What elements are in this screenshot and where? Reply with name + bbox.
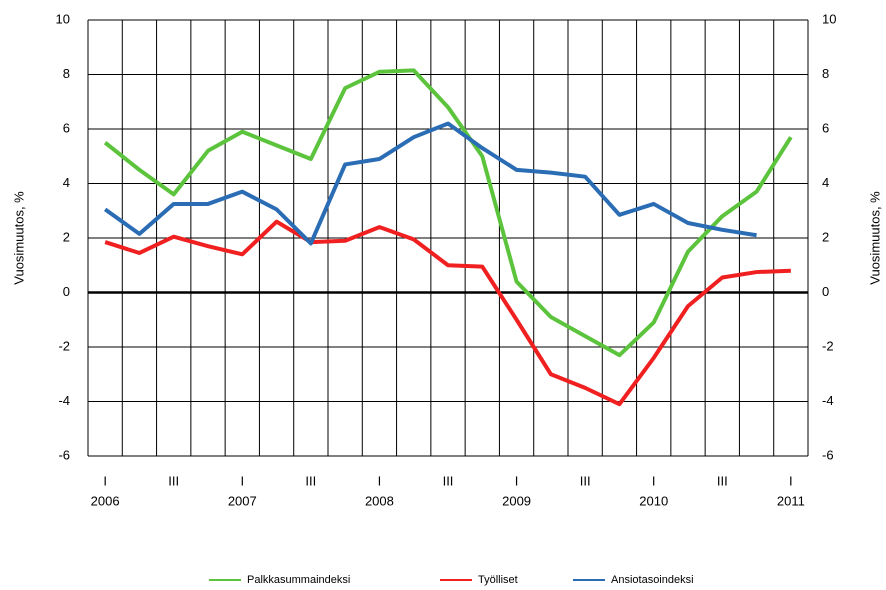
x-tick-label: I [652, 473, 656, 488]
legend-label: Työlliset [478, 574, 518, 586]
legend-label: Ansiotasoindeksi [611, 574, 694, 586]
y-tick-label: 8 [63, 66, 70, 81]
x-tick-label: I [515, 473, 519, 488]
y-tick-label: -6 [58, 447, 70, 462]
x-tick-label: I [103, 473, 107, 488]
x-tick-label: III [305, 473, 316, 488]
y2-tick-label: 2 [822, 229, 829, 244]
x-tick-label: I [240, 473, 244, 488]
y-tick-label: 2 [63, 229, 70, 244]
x-tick-label: III [443, 473, 454, 488]
y2-tick-label: 0 [822, 284, 829, 299]
y2-tick-label: -6 [822, 447, 834, 462]
y-axis-label: Vuosimuutos, % [11, 191, 26, 285]
y2-tick-label: 8 [822, 66, 829, 81]
x-tick-label: I [378, 473, 382, 488]
y2-tick-label: -4 [822, 393, 834, 408]
series-line [104, 219, 791, 407]
y2-tick-label: 6 [822, 120, 829, 135]
x-tick-label: I [789, 473, 793, 488]
y2-tick-label: -2 [822, 338, 834, 353]
x-tick-label: III [580, 473, 591, 488]
y-tick-label: 0 [63, 284, 70, 299]
x-year-label: 2007 [228, 493, 257, 508]
series-line [103, 121, 757, 246]
x-tick-label: III [168, 473, 179, 488]
x-year-label: 2008 [365, 493, 394, 508]
legend-label: Palkkasummaindeksi [247, 574, 350, 586]
y2-tick-label: 10 [822, 11, 836, 26]
y2-axis-label: Vuosimuutos, % [867, 191, 882, 285]
series-line [103, 68, 793, 358]
y-tick-label: -4 [58, 393, 70, 408]
x-year-label: 2009 [502, 493, 531, 508]
y-tick-label: 10 [56, 11, 70, 26]
y-tick-label: 6 [63, 120, 70, 135]
y2-tick-label: 4 [822, 175, 829, 190]
x-tick-label: III [717, 473, 728, 488]
x-year-label: 2011 [777, 493, 805, 508]
y-tick-label: -2 [58, 338, 70, 353]
x-year-label: 2010 [639, 493, 668, 508]
x-year-label: 2006 [91, 493, 120, 508]
y-tick-label: 4 [63, 175, 70, 190]
